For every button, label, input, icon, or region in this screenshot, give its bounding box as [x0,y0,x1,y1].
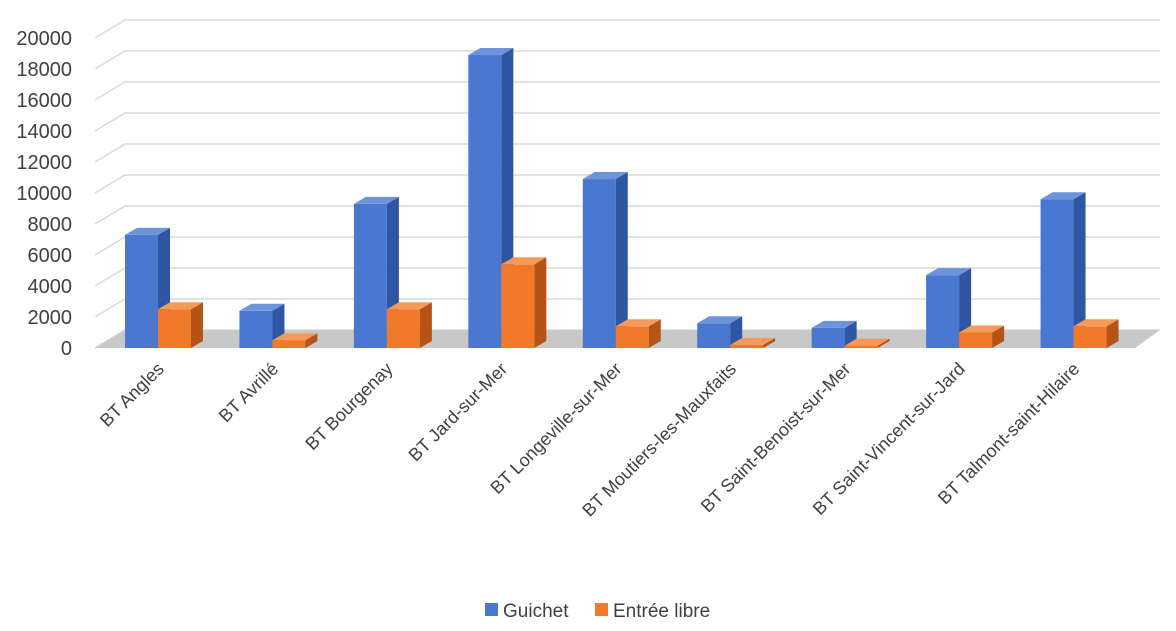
y-tick-label: 2000 [28,307,73,329]
gridlines [94,19,1160,349]
bar-top [926,268,972,276]
bar-entree-libre [501,257,547,348]
y-tick-label: 14000 [16,121,72,143]
gridline [94,205,1160,225]
y-tick-label: 8000 [28,214,73,236]
gridline [94,112,1160,132]
bar-side [305,333,318,348]
bar-top [1073,319,1119,327]
category-label: BT Jard-sur-Mer [405,359,512,466]
bar-top [239,303,285,311]
bar-top [1040,192,1086,200]
bar-side [877,338,890,348]
category-label: BT Bourgenay [301,359,396,454]
category-label: BT Angles [96,359,168,431]
bar-top [615,319,661,327]
y-axis-ticks: 0 2000 4000 6000 8000 10000 12000 14000 16000 180… [16,28,72,360]
bar-front [272,340,306,348]
bar-guichet [811,320,857,348]
y-tick-label: 10000 [16,183,72,205]
y-tick-label: 0 [61,338,72,360]
bar-front [125,234,158,348]
bar-guichet [1040,192,1086,348]
y-tick-label: 16000 [16,90,72,112]
bar-front [959,332,993,348]
bar-front [158,309,191,348]
bar-guichet [239,303,285,348]
bar-guichet [582,172,628,348]
bar-side [534,257,547,348]
legend-label: Guichet [503,601,569,622]
legend: Guichet Entrée libre [485,601,710,622]
bar-front [1073,326,1107,348]
legend-swatch [595,603,608,616]
bars [125,48,1119,349]
category-label: BT Avrillé [215,359,282,426]
bar-front [1040,199,1074,348]
gridline [94,143,1160,163]
bar-top [844,338,890,346]
y-tick-label: 6000 [28,245,73,267]
bar-top [959,325,1005,333]
bar-top [386,302,432,310]
bar-top [582,172,628,180]
bar-top [811,320,857,328]
gridline [94,50,1160,70]
bar-top [730,337,776,345]
gridline [94,174,1160,194]
y-tick-label: 18000 [16,59,72,81]
y-tick-label: 20000 [16,28,72,50]
bar-guichet [353,196,399,348]
legend-item: Guichet [485,601,569,622]
bar-front [926,275,960,348]
bar-top [272,333,318,341]
bar-top [353,196,399,204]
bar-entree-libre [959,325,1005,348]
bar-front [615,326,649,348]
bar-entree-libre [844,338,890,348]
bar-front [811,327,845,348]
bar-entree-libre [272,333,318,348]
bar-entree-libre [386,302,432,348]
bar-side [763,337,776,348]
gridline [94,81,1160,101]
y-tick-label: 12000 [16,152,72,174]
bar-entree-libre [158,302,203,348]
bar-guichet [697,316,743,348]
bar-front [582,179,616,348]
bar-side [419,302,432,348]
legend-item: Entrée libre [595,601,710,622]
bar-front [501,264,535,348]
bar-entree-libre [730,337,776,348]
bar-entree-libre [1073,319,1119,348]
bar-side [648,319,661,348]
bar-front [697,323,731,348]
legend-swatch [485,603,498,616]
bar-front [468,55,502,349]
bar-front [844,345,878,348]
bar-side [1106,319,1119,348]
bar-front [386,309,420,348]
bar-side [992,325,1005,348]
bar-entree-libre [615,319,661,348]
x-axis-categories: BT Angles BT Avrillé BT Bourgenay BT Jard-s… [96,359,1083,521]
gridline [94,19,1160,39]
bar-top [125,227,170,235]
bar-front [730,344,764,348]
bar-side [191,302,203,348]
bar-top [501,257,547,265]
legend-label: Entrée libre [613,601,710,622]
category-label: BT Longeville-sur-Mer [486,359,625,498]
bar-guichet [125,227,170,348]
bar-top [158,302,203,310]
bar-side [1073,192,1086,348]
bar-front [353,203,387,348]
bar-top [468,48,514,56]
bar-top [697,316,743,324]
bar-side [615,172,628,348]
y-tick-label: 4000 [28,276,73,298]
bar-front [239,310,273,348]
